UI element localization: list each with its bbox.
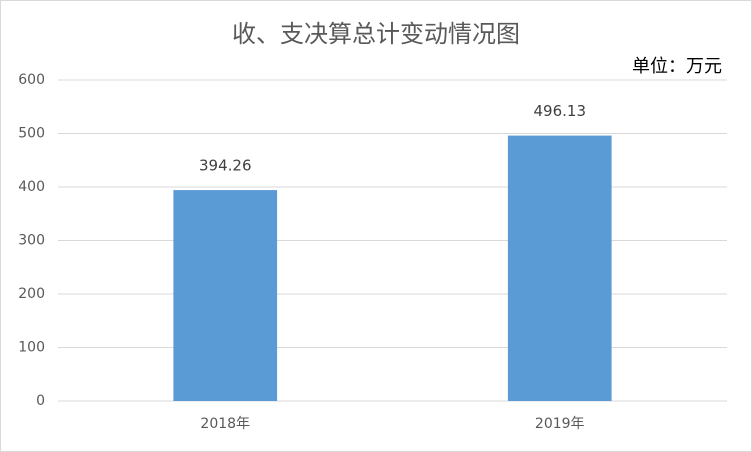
x-tick-label: 2019年	[535, 416, 585, 432]
bar	[173, 190, 278, 401]
value-label: 496.13	[534, 102, 587, 120]
y-tick-label: 500	[18, 126, 45, 142]
unit-annotation: 单位：万元	[632, 56, 722, 77]
y-tick-label: 400	[18, 179, 45, 195]
y-tick-label: 100	[18, 340, 45, 356]
y-tick-label: 600	[18, 72, 45, 88]
value-label: 394.26	[199, 157, 252, 175]
chart-title: 收、支决算总计变动情况图	[232, 20, 520, 48]
bar	[507, 135, 612, 402]
x-tick-label: 2018年	[200, 416, 250, 432]
y-tick-label: 0	[36, 393, 45, 409]
y-tick-label: 200	[18, 286, 45, 302]
y-tick-label: 300	[18, 233, 45, 249]
